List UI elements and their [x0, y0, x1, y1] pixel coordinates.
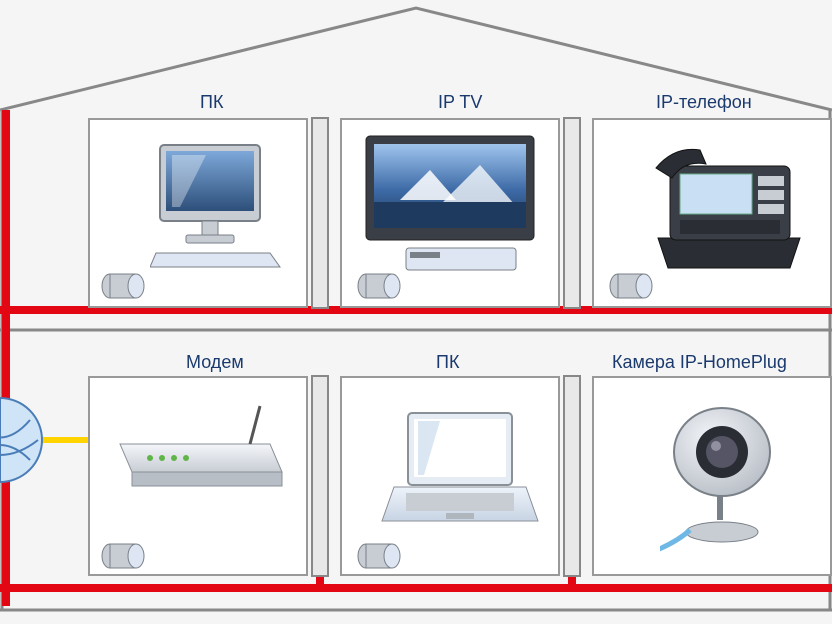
home-network-diagram: ПК IP TV IP-телефон Модем ПК Камера IP-H…: [0, 0, 832, 624]
ip-phone-icon: [650, 138, 810, 278]
adapter-pc-top: [100, 272, 146, 300]
label-iptv: IP TV: [438, 92, 482, 113]
label-pc-bottom: ПК: [436, 352, 459, 373]
adapter-iptv: [356, 272, 402, 300]
adapter-modem: [100, 542, 146, 570]
globe-icon: [0, 398, 42, 482]
adapter-pc-bottom: [356, 542, 402, 570]
modem-icon: [110, 400, 290, 520]
label-modem: Модем: [186, 352, 244, 373]
webcam-icon: [660, 400, 800, 560]
laptop-icon: [380, 405, 540, 545]
tv-icon: [360, 130, 550, 280]
adapter-ip-phone: [608, 272, 654, 300]
label-camera: Камера IP-HomePlug: [612, 352, 787, 373]
desktop-pc-icon: [150, 135, 290, 275]
label-pc-top: ПК: [200, 92, 223, 113]
label-ip-phone: IP-телефон: [656, 92, 752, 113]
